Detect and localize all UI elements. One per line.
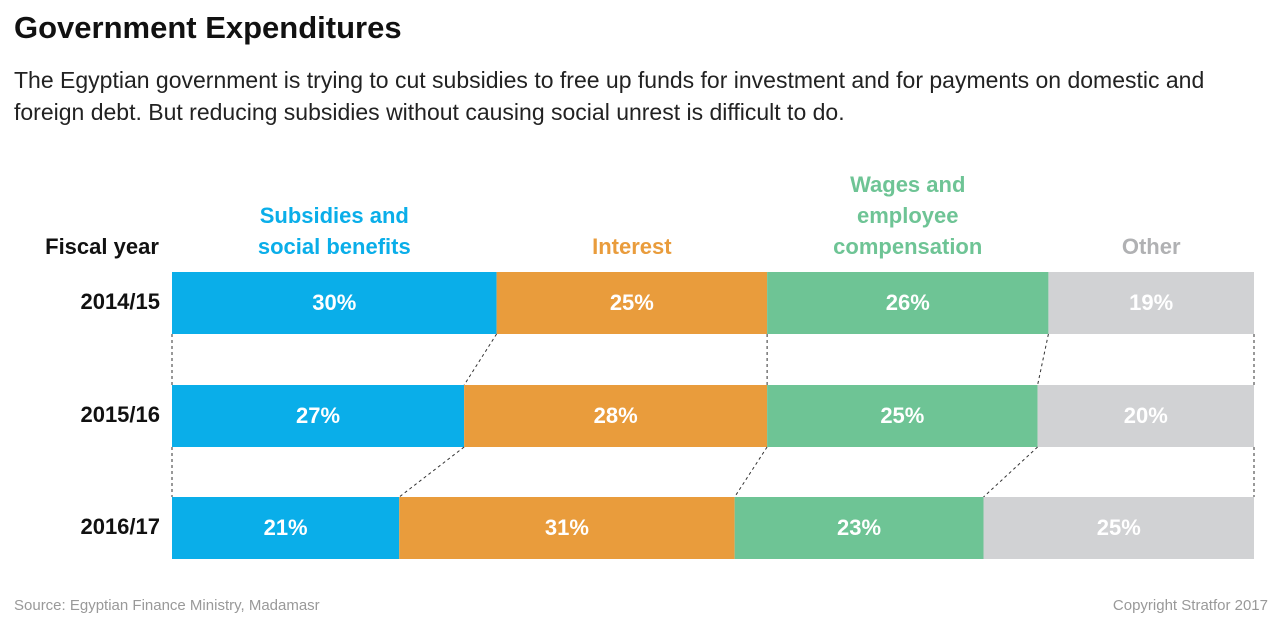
bar-segment [1037,385,1254,447]
source: Source: Egyptian Finance Ministry, Madam… [14,597,320,614]
chart-title: Government Expenditures [14,10,402,45]
bar-segment [399,497,735,559]
data-label: 27% [296,403,340,428]
bar-segment [172,272,497,334]
connector [398,446,465,498]
bar-segment [496,272,768,334]
legend-label: Wages and employee compensation [833,172,983,259]
legend-label: Subsidies and social benefits [257,203,411,259]
bar-segment [464,385,768,447]
data-label: 26% [886,290,930,315]
y-tick-label: 2015/16 [80,402,160,427]
data-label: 23% [837,515,881,540]
y-axis-label: Fiscal year [45,234,159,259]
bar-segment [767,272,1049,334]
data-label: 21% [264,515,308,540]
bar-segment [1048,272,1254,334]
legend-label: Other [1121,234,1181,259]
y-tick-label: 2014/15 [80,289,160,314]
bar-segment [172,497,400,559]
data-label: 30% [312,290,356,315]
data-label: 25% [610,290,654,315]
connector [1037,333,1049,386]
data-label: 25% [880,403,924,428]
connector [734,446,768,498]
connector [463,333,498,386]
legend-label: Interest [592,234,672,259]
connector [983,446,1038,498]
data-label: 31% [545,515,589,540]
bar-segment [983,497,1254,559]
data-label: 19% [1129,290,1173,315]
y-tick-label: 2016/17 [80,514,160,539]
copyright: Copyright Stratfor 2017 [1112,597,1268,614]
bar-segment [767,385,1038,447]
bar-segment [734,497,984,559]
data-label: 20% [1124,403,1168,428]
data-label: 25% [1097,515,1141,540]
data-label: 28% [594,403,638,428]
bar-segment [172,385,465,447]
chart-subtitle: The Egyptian government is trying to cut… [14,67,1205,125]
